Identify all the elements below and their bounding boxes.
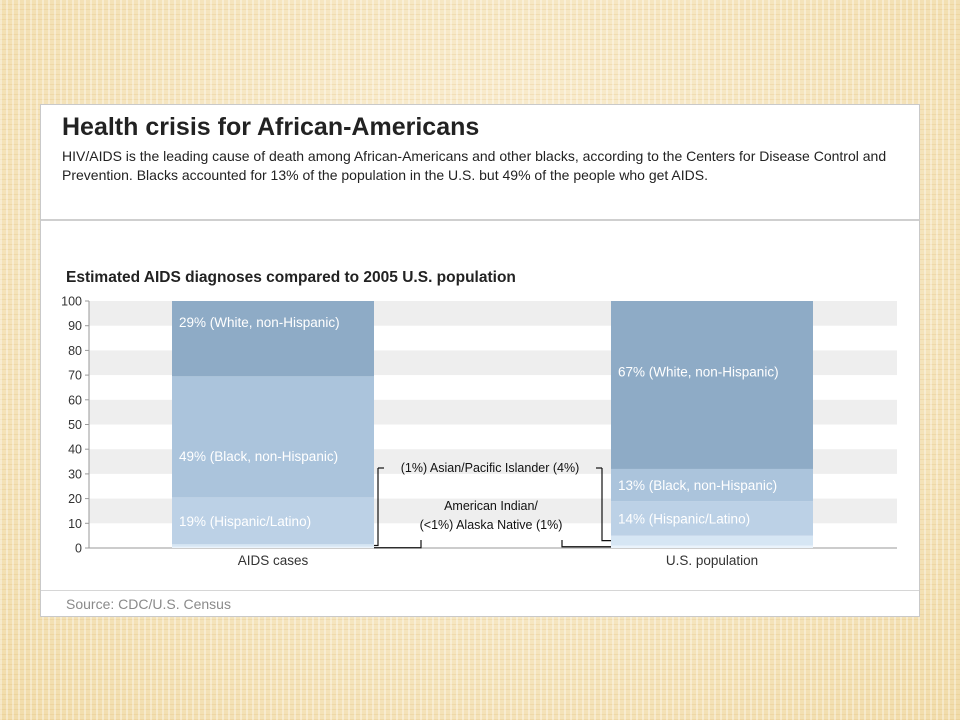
intro-text: HIV/AIDS is the leading cause of death a… bbox=[62, 148, 887, 183]
bar-segment-black bbox=[611, 468, 813, 502]
chart-title: Estimated AIDS diagnoses compared to 200… bbox=[66, 269, 516, 286]
y-tick-label: 0 bbox=[75, 542, 82, 556]
annotation-bracket-native-left bbox=[374, 540, 422, 549]
data-label-white: 67% (White, non-Hispanic) bbox=[618, 365, 779, 380]
annotation-bracket-asian-left bbox=[374, 468, 379, 547]
bar-segment-black bbox=[172, 376, 374, 498]
annotation-bracket-asian-right bbox=[601, 468, 611, 542]
data-label-black: 49% (Black, non-Hispanic) bbox=[179, 449, 338, 464]
bar-segment-white bbox=[611, 301, 813, 469]
y-tick-label: 90 bbox=[68, 319, 82, 333]
y-tick-label: 80 bbox=[68, 344, 82, 358]
y-tick-label: 10 bbox=[68, 517, 82, 531]
bar-segment-native bbox=[172, 546, 374, 548]
divider bbox=[41, 219, 919, 221]
bar-segment-asian bbox=[172, 544, 374, 547]
annotation-asian: (1%) Asian/Pacific Islander (4%) bbox=[401, 461, 580, 475]
divider bbox=[41, 590, 919, 591]
y-tick-label: 60 bbox=[68, 393, 82, 407]
bar-segment-asian bbox=[611, 535, 813, 546]
y-tick-label: 50 bbox=[68, 418, 82, 432]
data-label-white: 29% (White, non-Hispanic) bbox=[179, 315, 340, 330]
chart-panel: Health crisis for African-Americans HIV/… bbox=[40, 104, 920, 617]
y-tick-label: 70 bbox=[68, 369, 82, 383]
source-note: Source: CDC/U.S. Census bbox=[66, 596, 231, 612]
data-label-hispanic: 14% (Hispanic/Latino) bbox=[618, 511, 750, 526]
stacked-bar-chart: 0 10 20 30 40 50 60 70 80 90 100 19% (Hispanic/Lati… bbox=[61, 295, 897, 568]
bar-segment-hispanic bbox=[172, 497, 374, 545]
y-tick-label: 40 bbox=[68, 443, 82, 457]
bar-segment-native bbox=[611, 545, 813, 548]
y-tick-label: 30 bbox=[68, 467, 82, 481]
y-tick-label: 20 bbox=[68, 492, 82, 506]
bar-segment-hispanic bbox=[611, 501, 813, 536]
x-tick-label: AIDS cases bbox=[238, 553, 309, 568]
bar-segment-white bbox=[172, 301, 374, 377]
annotation-bracket-native-right bbox=[561, 540, 611, 548]
annotation-native-line1: American Indian/ bbox=[444, 499, 538, 513]
data-label-black: 13% (Black, non-Hispanic) bbox=[618, 478, 777, 493]
y-tick-label: 100 bbox=[61, 295, 82, 309]
x-tick-label: U.S. population bbox=[666, 553, 758, 568]
data-label-hispanic: 19% (Hispanic/Latino) bbox=[179, 514, 311, 529]
headline: Health crisis for African-Americans bbox=[62, 113, 480, 141]
annotation-native-line2: (<1%) Alaska Native (1%) bbox=[420, 518, 563, 532]
